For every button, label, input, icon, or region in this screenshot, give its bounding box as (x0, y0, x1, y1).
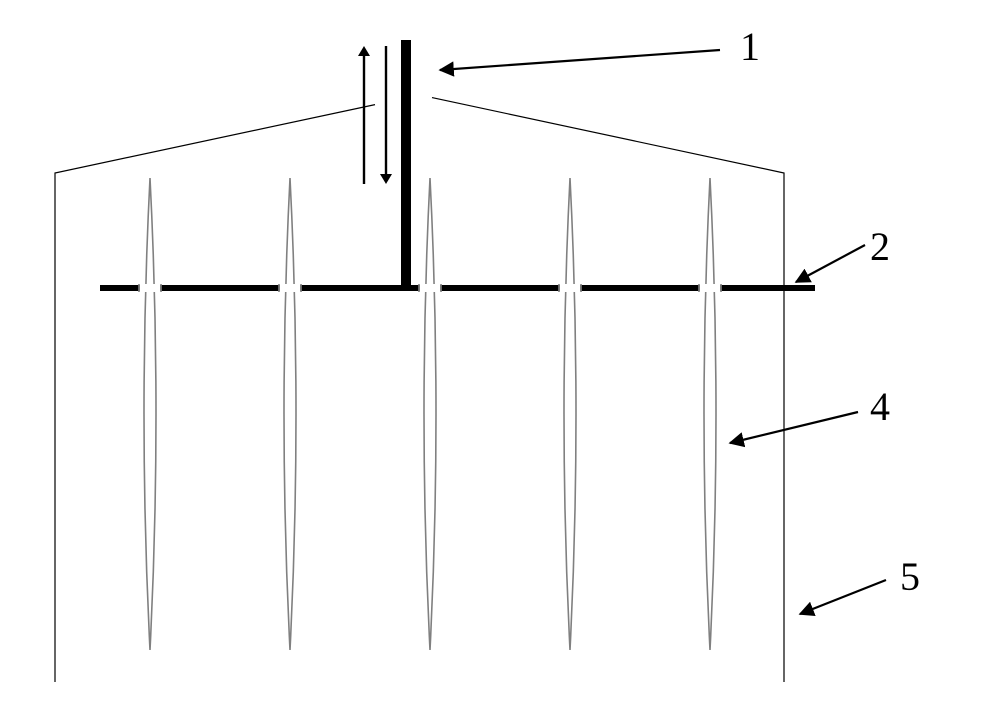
motion-arrows (358, 46, 392, 184)
vertical-rod (704, 178, 716, 650)
vertical-rod (424, 178, 436, 650)
label-4: 4 (870, 384, 890, 429)
leader-line-2 (796, 245, 865, 282)
diagram-stage: 1 2 4 5 (0, 0, 1000, 707)
label-5: 5 (900, 554, 920, 599)
vertical-rod (564, 178, 576, 650)
container-outline (55, 98, 784, 682)
diagram-svg: 1 2 4 5 (0, 0, 1000, 707)
vertical-rod (284, 178, 296, 650)
horizontal-bar (100, 284, 815, 292)
leader-line-5 (800, 580, 886, 614)
leader-line-1 (440, 50, 720, 70)
leader-line-4 (730, 412, 858, 443)
label-2: 2 (870, 224, 890, 269)
vertical-rod (144, 178, 156, 650)
vertical-rods-group (144, 178, 716, 650)
leader-lines: 1 2 4 5 (440, 24, 920, 614)
label-1: 1 (740, 24, 760, 69)
